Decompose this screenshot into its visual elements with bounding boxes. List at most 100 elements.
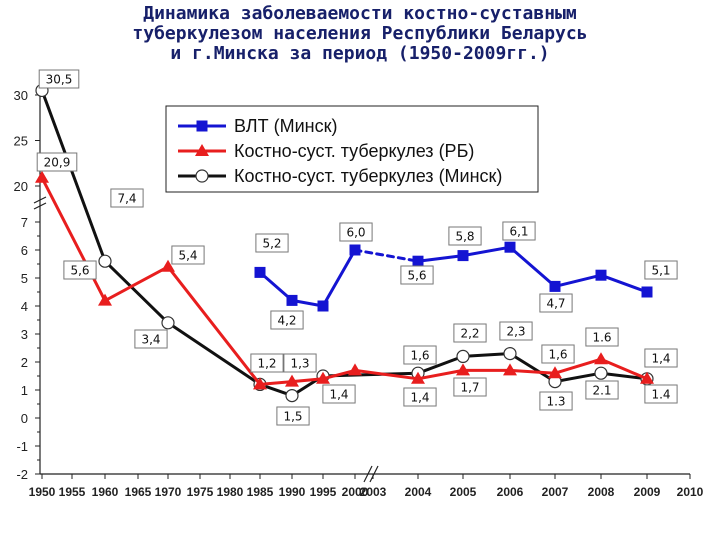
data-label-box — [250, 353, 284, 373]
data-label-text: 1.6 — [592, 331, 611, 345]
data-label-box — [110, 188, 144, 208]
series-line-segment — [553, 273, 603, 288]
data-point-triangle — [456, 363, 470, 376]
data-label: 5,6 — [400, 265, 434, 285]
data-label: 1.6 — [585, 327, 619, 347]
series-square — [254, 241, 653, 312]
data-label-box — [453, 323, 487, 343]
data-point-square — [349, 244, 361, 256]
series-line-segment — [508, 352, 557, 384]
data-label-box — [255, 233, 289, 253]
data-label: 1.4 — [644, 384, 678, 404]
x-axis-break-mark — [369, 465, 379, 483]
data-label: 1,4 — [322, 384, 356, 404]
x-axis-break-mark — [363, 465, 373, 483]
x-tick-label: 1980 — [217, 485, 244, 499]
data-label-text: 1,5 — [283, 410, 302, 424]
series-line-segment — [416, 368, 465, 381]
x-tick-label: 1950 — [29, 485, 56, 499]
legend-entry-label: Костно-суст. туберкулез (РБ) — [234, 141, 474, 161]
x-tick-label: 1990 — [279, 485, 306, 499]
data-label-text: 5,4 — [178, 249, 197, 263]
x-tick-label: 2005 — [450, 485, 477, 499]
series-line-segment — [461, 352, 512, 358]
data-point-square — [286, 294, 298, 306]
data-label-box — [539, 293, 573, 313]
data-point-square — [412, 255, 424, 267]
x-tick-label: 1965 — [125, 485, 152, 499]
data-label-text: 4,7 — [546, 297, 565, 311]
data-label-box — [644, 348, 678, 368]
data-label-box — [339, 222, 373, 242]
data-point-triangle — [161, 259, 175, 272]
data-label: 1,4 — [644, 348, 678, 368]
data-label-text: 4,2 — [277, 314, 296, 328]
x-tick-label: 2000 — [342, 485, 369, 499]
data-label-text: 1,4 — [651, 352, 670, 366]
data-label-box — [403, 345, 437, 365]
data-point-triangle — [35, 170, 49, 183]
data-label: 1,4 — [403, 387, 437, 407]
data-point-square — [504, 241, 516, 253]
data-point-circle — [98, 254, 112, 268]
data-point-circle — [456, 349, 470, 363]
series-line-segment — [258, 380, 294, 386]
data-label-text: 7,4 — [117, 192, 136, 206]
chart-title: Динамика заболеваемости костно-суставным… — [30, 4, 690, 64]
data-label-text: 5,6 — [407, 269, 426, 283]
data-label-box — [36, 152, 78, 172]
legend-entry-label: ВЛТ (Минск) — [234, 116, 337, 136]
data-point-triangle — [640, 371, 654, 384]
series-line-segment — [40, 88, 107, 263]
data-label-text: 6,1 — [509, 225, 528, 239]
series-line-segment — [40, 176, 107, 303]
series-line-segment — [290, 377, 325, 384]
data-label: 30,5 — [38, 69, 80, 89]
data-label: 2,3 — [499, 321, 533, 341]
data-point-triangle — [348, 363, 362, 376]
data-label: 1,5 — [276, 406, 310, 426]
series-line-segment — [461, 245, 512, 258]
legend: ВЛТ (Минск) Костно-суст. туберкулез (РБ) К… — [165, 105, 539, 193]
x-tick-label: 2009 — [634, 485, 661, 499]
data-label-box — [453, 377, 487, 397]
data-label-text: 3,4 — [141, 333, 160, 347]
data-label-box — [585, 327, 619, 347]
y-tick-label: 3 — [21, 327, 28, 342]
series-line-segment — [416, 254, 465, 263]
data-label-box — [400, 265, 434, 285]
data-label-text: 5,8 — [455, 230, 474, 244]
x-tick-label: 1995 — [310, 485, 337, 499]
data-label-text: 2.1 — [592, 384, 611, 398]
chart-title-line-2: туберкулезом населения Республики Белару… — [132, 23, 588, 44]
data-label-box — [276, 406, 310, 426]
x-tick-label: 1960 — [92, 485, 119, 499]
chart-title-line-3: и г.Минска за период (1950-2009гг.) — [170, 43, 550, 64]
data-point-square — [317, 300, 329, 312]
y-axis-break-mark — [33, 196, 47, 204]
series-line-segment — [166, 265, 262, 386]
data-point-triangle — [253, 377, 267, 390]
data-label-text: 1,6 — [548, 348, 567, 362]
data-label-box — [322, 384, 356, 404]
data-point-square — [641, 286, 653, 298]
data-label-box — [134, 329, 168, 349]
series-line-segment — [599, 357, 649, 381]
data-point-square — [549, 280, 561, 292]
data-label-text: 6,0 — [346, 226, 365, 240]
series-line-segment — [103, 265, 170, 303]
series-line-segment — [553, 357, 603, 375]
data-label-box — [38, 69, 80, 89]
series-line-segment — [103, 259, 170, 325]
data-point-circle — [503, 347, 517, 361]
data-label: 1.3 — [539, 391, 573, 411]
data-label: 6,0 — [339, 222, 373, 242]
data-label-text: 1,6 — [410, 349, 429, 363]
x-tick-label: 1970 — [155, 485, 182, 499]
data-point-triangle — [548, 366, 562, 379]
data-label-text: 5,1 — [651, 264, 670, 278]
data-label-text: 30,5 — [46, 73, 73, 87]
data-label: 5,4 — [171, 245, 205, 265]
data-label-box — [448, 226, 482, 246]
data-label-box — [539, 391, 573, 411]
